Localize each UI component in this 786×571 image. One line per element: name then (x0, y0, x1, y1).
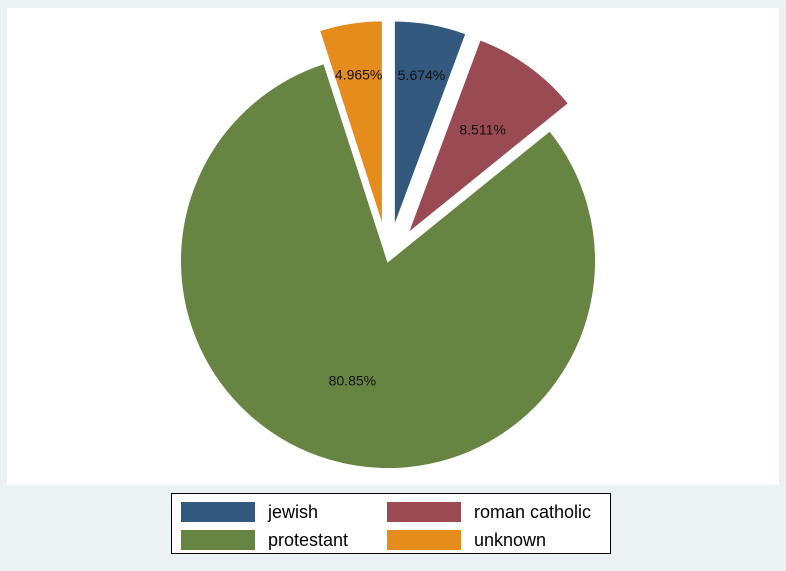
pie-slice-roman-catholic (405, 38, 571, 238)
pie-slice-unknown (317, 19, 384, 229)
slice-label-unknown: 4.965% (335, 66, 382, 82)
plot-area: 5.674% 8.511% 80.85% 4.965% (7, 8, 779, 485)
slice-label-protestant: 80.85% (329, 373, 376, 389)
legend-label-protestant: protestant (268, 529, 349, 550)
legend-item-roman-catholic: roman catholic (387, 502, 591, 522)
legend-label-jewish: jewish (268, 501, 319, 522)
legend-item-unknown: unknown (387, 530, 546, 550)
pie-chart: 5.674% 8.511% 80.85% 4.965% (179, 19, 597, 470)
pie-slice-jewish (392, 19, 468, 229)
legend-swatch-roman-catholic (387, 502, 461, 522)
slice-label-roman-catholic: 8.511% (459, 122, 505, 138)
legend-swatch-protestant (181, 530, 255, 550)
legend-swatch-jewish (181, 502, 255, 522)
legend-item-jewish: jewish (181, 502, 318, 522)
legend-item-protestant: protestant (181, 530, 348, 550)
legend-label-unknown: unknown (474, 529, 547, 550)
legend: jewish roman catholic protestant unknown (171, 493, 611, 554)
slice-label-jewish: 5.674% (398, 67, 445, 83)
pie-slice-protestant (179, 61, 597, 470)
legend-swatch-unknown (387, 530, 461, 550)
legend-label-roman-catholic: roman catholic (474, 501, 592, 522)
